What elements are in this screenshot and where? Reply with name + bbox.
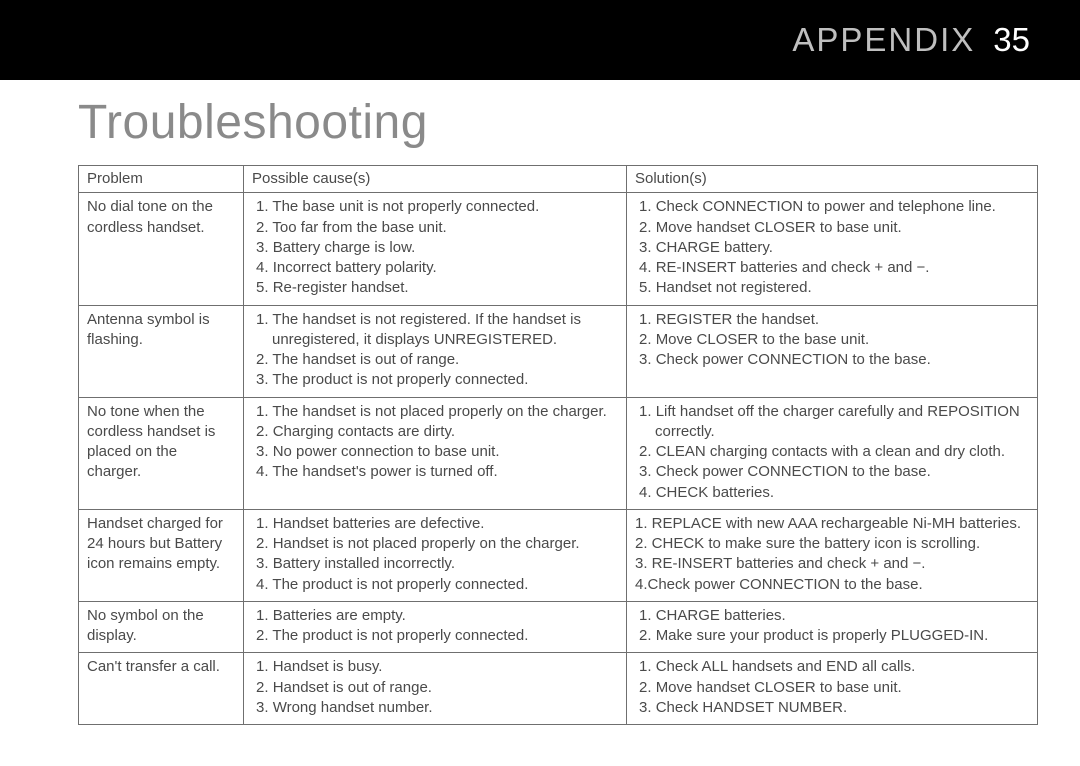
cell-problem: Antenna symbol is flashing.: [79, 305, 244, 397]
solution-item: Move CLOSER to the base unit.: [639, 330, 1029, 350]
solution-item: Make sure your product is properly PLUGG…: [639, 626, 1029, 646]
cause-item: Batteries are empty.: [256, 606, 618, 626]
table-header-row: Problem Possible cause(s) Solution(s): [79, 166, 1038, 193]
cause-item: The product is not properly connected.: [256, 370, 618, 390]
solution-item: Move handset CLOSER to base unit.: [639, 678, 1029, 698]
solution-item: Check ALL handsets and END all calls.: [639, 657, 1029, 677]
page-title: Troubleshooting: [78, 95, 1080, 150]
troubleshooting-table-container: Problem Possible cause(s) Solution(s) No…: [78, 165, 1038, 725]
solution-item: 3. RE-INSERT batteries and check + and −…: [635, 554, 1029, 574]
cell-solutions: 1. REPLACE with new AAA rechargeable Ni-…: [627, 509, 1038, 601]
col-header-problem: Problem: [79, 166, 244, 193]
cause-item: Battery charge is low.: [256, 238, 618, 258]
cell-solutions: Check ALL handsets and END all calls.Mov…: [627, 653, 1038, 725]
solution-item: CHECK batteries.: [639, 483, 1029, 503]
table-row: Antenna symbol is flashing. The handset i…: [79, 305, 1038, 397]
cause-item: No power connection to base unit.: [256, 442, 618, 462]
solution-item: CHARGE batteries.: [639, 606, 1029, 626]
solution-item: RE-INSERT batteries and check + and −.: [639, 258, 1029, 278]
cell-causes: Handset is busy.Handset is out of range.…: [244, 653, 627, 725]
cause-item: The handset is not placed properly on th…: [256, 402, 618, 422]
table-row: No tone when the cordless handset is pla…: [79, 397, 1038, 509]
table-row: Handset charged for 24 hours but Battery…: [79, 509, 1038, 601]
cell-problem: No dial tone on the cordless handset.: [79, 193, 244, 305]
cell-solutions: CHARGE batteries.Make sure your product …: [627, 601, 1038, 653]
solution-item: REGISTER the handset.: [639, 310, 1029, 330]
table-row: No symbol on the display.Batteries are e…: [79, 601, 1038, 653]
cause-item: The product is not properly connected.: [256, 626, 618, 646]
cell-causes: The handset is not registered. If the ha…: [244, 305, 627, 397]
cause-item: Wrong handset number.: [256, 698, 618, 718]
table-body: No dial tone on the cordless handset.The…: [79, 193, 1038, 725]
cell-problem: No tone when the cordless handset is pla…: [79, 397, 244, 509]
table-row: No dial tone on the cordless handset.The…: [79, 193, 1038, 305]
cause-item: Incorrect battery polarity.: [256, 258, 618, 278]
solution-item: Check CONNECTION to power and telephone …: [639, 197, 1029, 217]
cause-item: Charging contacts are dirty.: [256, 422, 618, 442]
cause-item: The base unit is not properly connected.: [256, 197, 618, 217]
solution-item: Check power CONNECTION to the base.: [639, 462, 1029, 482]
col-header-causes: Possible cause(s): [244, 166, 627, 193]
solution-item: Handset not registered.: [639, 278, 1029, 298]
cause-item: Handset batteries are defective.: [256, 514, 618, 534]
solution-item: CHARGE battery.: [639, 238, 1029, 258]
header-section-label: APPENDIX: [792, 21, 975, 59]
cell-solutions: REGISTER the handset.Move CLOSER to the …: [627, 305, 1038, 397]
solution-item: 4.Check power CONNECTION to the base.: [635, 575, 1029, 595]
cause-item: The handset's power is turned off.: [256, 462, 618, 482]
solution-item: 2. CHECK to make sure the battery icon i…: [635, 534, 1029, 554]
cell-problem: No symbol on the display.: [79, 601, 244, 653]
solution-item: 1. REPLACE with new AAA rechargeable Ni-…: [635, 514, 1029, 534]
col-header-solutions: Solution(s): [627, 166, 1038, 193]
table-row: Can't transfer a call.Handset is busy.Ha…: [79, 653, 1038, 725]
cause-item: Too far from the base unit.: [256, 218, 618, 238]
solution-item: Move handset CLOSER to base unit.: [639, 218, 1029, 238]
cause-item: Re-register handset.: [256, 278, 618, 298]
cause-item: Battery installed incorrectly.: [256, 554, 618, 574]
cell-problem: Handset charged for 24 hours but Battery…: [79, 509, 244, 601]
solution-item: Lift handset off the charger carefully a…: [639, 402, 1029, 443]
cell-problem: Can't transfer a call.: [79, 653, 244, 725]
solution-item: CLEAN charging contacts with a clean and…: [639, 442, 1029, 462]
solution-item: Check power CONNECTION to the base.: [639, 350, 1029, 370]
cell-solutions: Lift handset off the charger carefully a…: [627, 397, 1038, 509]
cell-causes: The base unit is not properly connected.…: [244, 193, 627, 305]
cause-item: The product is not properly connected.: [256, 575, 618, 595]
header-bar: APPENDIX 35: [0, 0, 1080, 80]
cause-item: The handset is not registered. If the ha…: [256, 310, 618, 351]
cause-item: Handset is busy.: [256, 657, 618, 677]
troubleshooting-table: Problem Possible cause(s) Solution(s) No…: [78, 165, 1038, 725]
solution-item: Check HANDSET NUMBER.: [639, 698, 1029, 718]
cell-causes: Batteries are empty.The product is not p…: [244, 601, 627, 653]
cell-causes: Handset batteries are defective.Handset …: [244, 509, 627, 601]
cause-item: The handset is out of range.: [256, 350, 618, 370]
cell-causes: The handset is not placed properly on th…: [244, 397, 627, 509]
cause-item: Handset is not placed properly on the ch…: [256, 534, 618, 554]
cause-item: Handset is out of range.: [256, 678, 618, 698]
cell-solutions: Check CONNECTION to power and telephone …: [627, 193, 1038, 305]
header-page-number: 35: [993, 21, 1030, 59]
